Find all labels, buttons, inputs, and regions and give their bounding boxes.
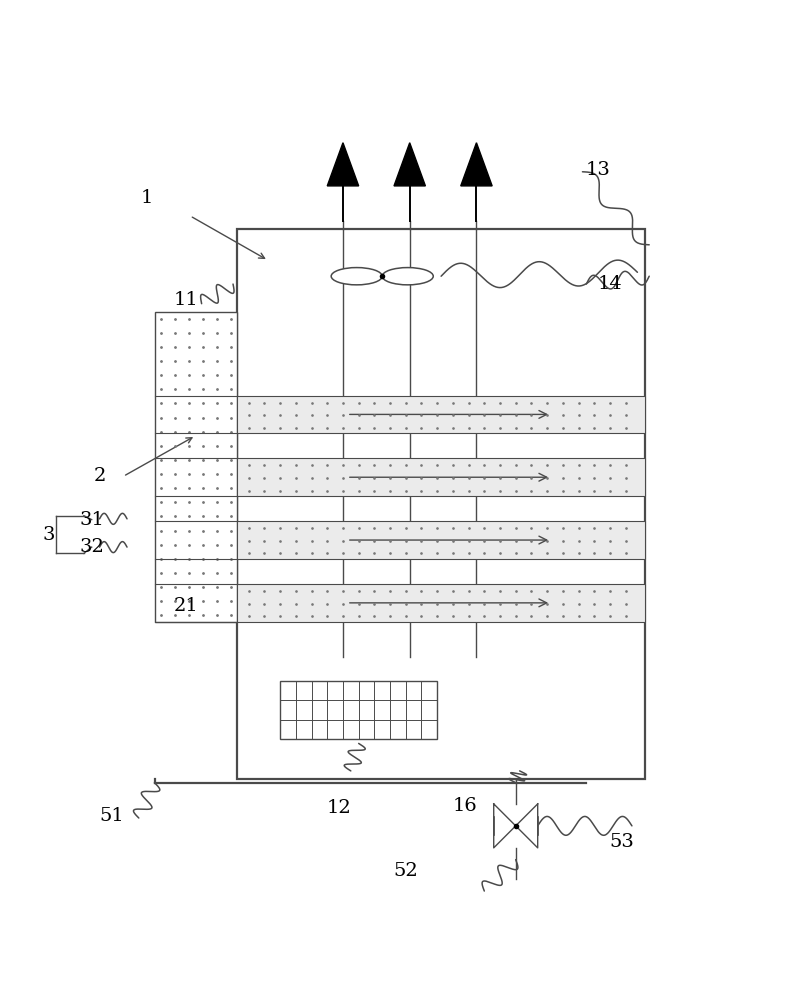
Bar — [237, 229, 645, 779]
Text: 1: 1 — [140, 189, 153, 207]
Text: 32: 32 — [80, 538, 104, 556]
Bar — [281, 681, 437, 739]
Bar — [154, 312, 237, 622]
Bar — [237, 396, 645, 433]
Ellipse shape — [331, 268, 382, 285]
Polygon shape — [461, 143, 492, 186]
Text: 52: 52 — [393, 862, 418, 880]
Polygon shape — [494, 804, 515, 848]
Text: 12: 12 — [327, 799, 351, 817]
Polygon shape — [327, 143, 359, 186]
Polygon shape — [394, 143, 426, 186]
Bar — [237, 584, 645, 622]
Ellipse shape — [382, 268, 433, 285]
Bar — [237, 458, 645, 496]
Text: 2: 2 — [93, 467, 106, 485]
Text: 3: 3 — [43, 526, 54, 544]
Text: 53: 53 — [609, 833, 634, 851]
Text: 11: 11 — [173, 291, 199, 309]
Polygon shape — [515, 804, 537, 848]
Text: 16: 16 — [452, 797, 477, 815]
Bar — [237, 521, 645, 559]
Text: 31: 31 — [80, 511, 104, 529]
Text: 13: 13 — [585, 161, 611, 179]
Text: 21: 21 — [173, 597, 199, 615]
Text: 14: 14 — [597, 275, 623, 293]
Text: 51: 51 — [99, 807, 124, 825]
